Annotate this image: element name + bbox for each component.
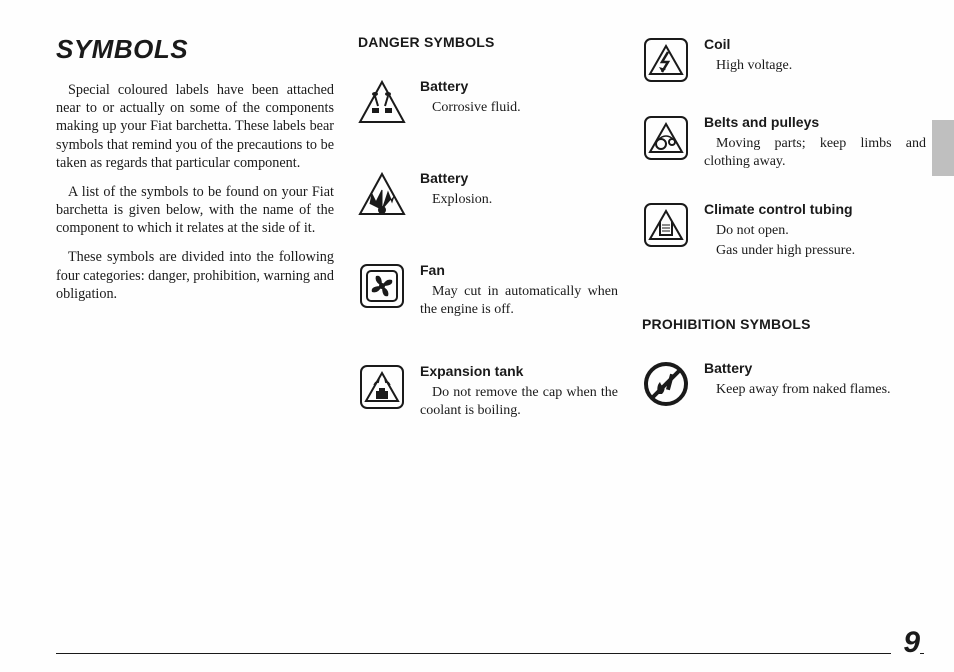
danger-symbols-heading: DANGER SYMBOLS bbox=[358, 34, 618, 50]
symbol-label: Battery bbox=[420, 78, 618, 94]
symbol-label: Belts and pulleys bbox=[704, 114, 926, 130]
climate-icon bbox=[642, 201, 690, 249]
symbol-desc: Corrosive fluid. bbox=[420, 99, 618, 117]
symbol-battery-explosion: Battery Explosion. bbox=[358, 170, 618, 218]
symbol-text: Expansion tank Do not remove the cap whe… bbox=[420, 363, 618, 420]
symbol-desc: Do not open. bbox=[704, 222, 926, 240]
coil-icon bbox=[642, 36, 690, 84]
symbol-belts: Belts and pulleys Moving parts; keep lim… bbox=[642, 114, 926, 171]
no-flames-icon bbox=[642, 360, 690, 408]
symbol-desc: Keep away from naked flames. bbox=[704, 381, 926, 399]
side-tab bbox=[932, 120, 954, 176]
symbol-label: Battery bbox=[704, 360, 926, 376]
column-danger-prohibition: Coil High voltage. Belts and pulleys Mov… bbox=[642, 34, 926, 420]
corrosive-icon bbox=[358, 78, 406, 126]
symbol-desc: Do not remove the cap when the coolant i… bbox=[420, 384, 618, 420]
symbol-desc: Explosion. bbox=[420, 191, 618, 209]
symbol-text: Battery Keep away from naked flames. bbox=[704, 360, 926, 399]
symbol-battery-flames: Battery Keep away from naked flames. bbox=[642, 360, 926, 408]
symbol-text: Battery Explosion. bbox=[420, 170, 618, 209]
intro-p3: These symbols are divided into the follo… bbox=[56, 248, 334, 303]
symbol-coil: Coil High voltage. bbox=[642, 36, 926, 84]
symbol-label: Battery bbox=[420, 170, 618, 186]
symbol-label: Fan bbox=[420, 262, 618, 278]
symbol-climate: Climate control tubing Do not open. Gas … bbox=[642, 201, 926, 260]
footer: 9 bbox=[0, 653, 954, 654]
symbol-expansion-tank: Expansion tank Do not remove the cap whe… bbox=[358, 363, 618, 420]
symbol-desc: Moving parts; keep limbs and clothing aw… bbox=[704, 135, 926, 171]
symbol-desc: May cut in automatically when the engine… bbox=[420, 283, 618, 319]
prohibition-symbols-heading: PROHIBITION SYMBOLS bbox=[642, 316, 926, 332]
explosion-icon bbox=[358, 170, 406, 218]
belts-icon bbox=[642, 114, 690, 162]
symbol-desc: Gas under high pressure. bbox=[704, 242, 926, 260]
intro-p2: A list of the symbols to be found on you… bbox=[56, 183, 334, 238]
symbol-text: Battery Corrosive fluid. bbox=[420, 78, 618, 117]
symbol-fan: Fan May cut in automatically when the en… bbox=[358, 262, 618, 319]
symbol-desc: High voltage. bbox=[704, 57, 926, 75]
column-intro: SYMBOLS Special coloured labels have bee… bbox=[56, 34, 334, 420]
column-danger: DANGER SYMBOLS Battery Corrosive fluid. … bbox=[358, 34, 618, 420]
symbol-label: Expansion tank bbox=[420, 363, 618, 379]
symbol-text: Coil High voltage. bbox=[704, 36, 926, 75]
expansion-tank-icon bbox=[358, 363, 406, 411]
fan-icon bbox=[358, 262, 406, 310]
symbol-label: Coil bbox=[704, 36, 926, 52]
symbol-label: Climate control tubing bbox=[704, 201, 926, 217]
intro-p1: Special coloured labels have been attach… bbox=[56, 81, 334, 172]
page-title: SYMBOLS bbox=[56, 34, 334, 65]
symbol-text: Climate control tubing Do not open. Gas … bbox=[704, 201, 926, 260]
symbol-text: Belts and pulleys Moving parts; keep lim… bbox=[704, 114, 926, 171]
page: SYMBOLS Special coloured labels have bee… bbox=[0, 0, 954, 672]
symbol-text: Fan May cut in automatically when the en… bbox=[420, 262, 618, 319]
intro-block: Special coloured labels have been attach… bbox=[56, 81, 334, 303]
footer-rule bbox=[56, 653, 924, 654]
symbol-battery-corrosive: Battery Corrosive fluid. bbox=[358, 78, 618, 126]
page-number: 9 bbox=[891, 626, 920, 660]
content-columns: SYMBOLS Special coloured labels have bee… bbox=[56, 34, 924, 420]
